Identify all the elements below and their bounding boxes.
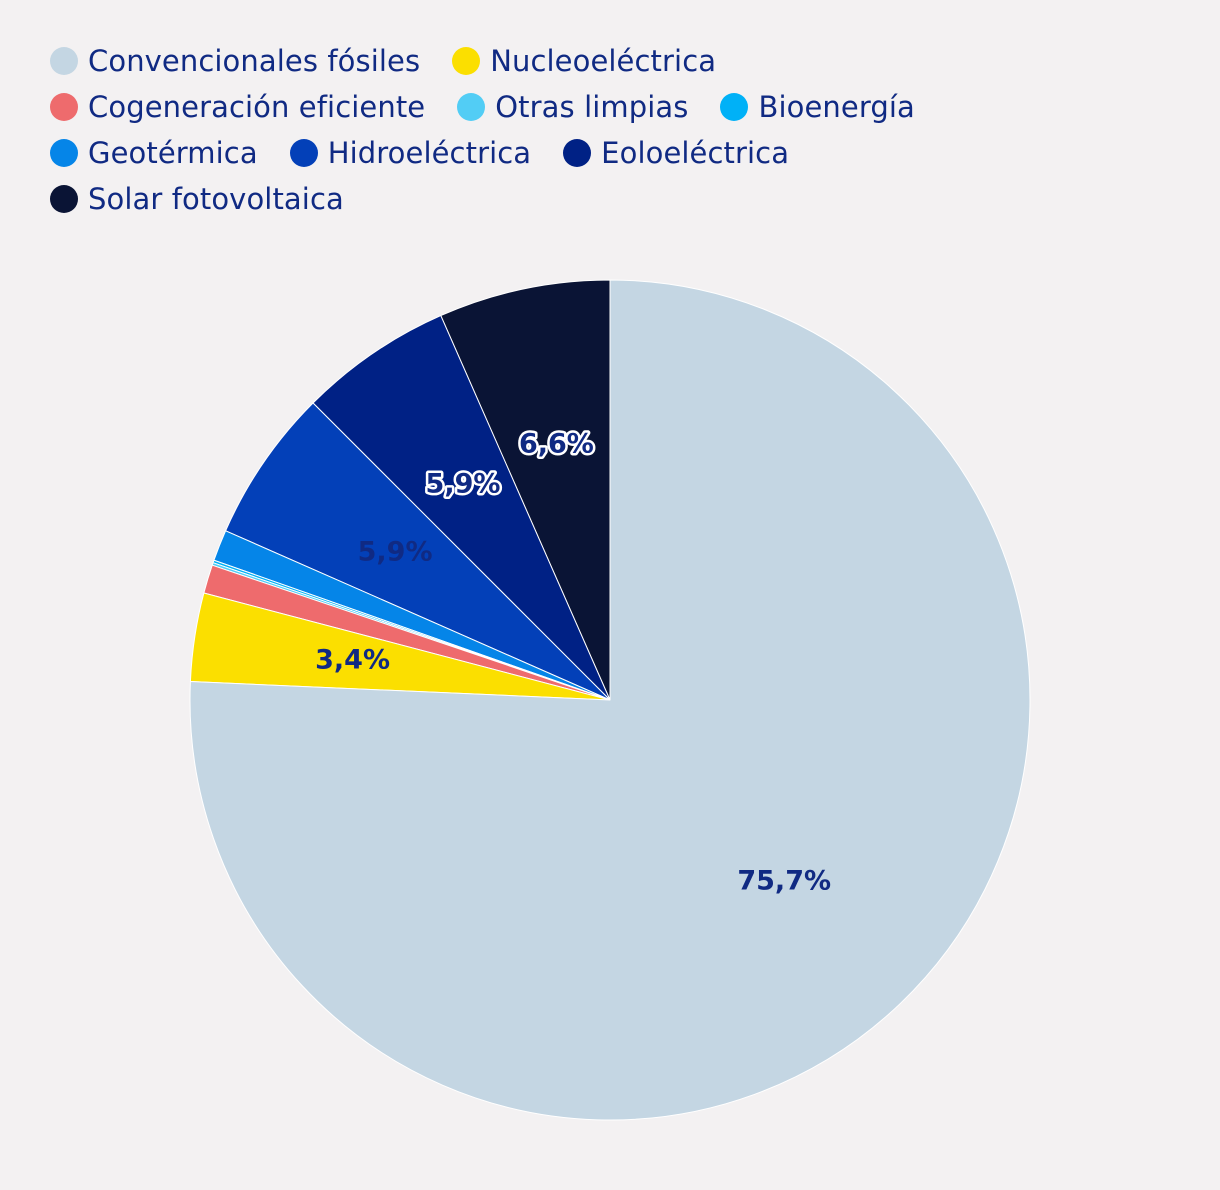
legend-label: Solar fotovoltaica (88, 182, 344, 216)
legend-row: Solar fotovoltaica (50, 176, 1050, 222)
legend-label: Eoloeléctrica (601, 136, 790, 170)
legend-swatch (50, 47, 78, 75)
slice-value-label: 75,7% (737, 866, 831, 897)
pie-slices (189, 279, 1031, 1121)
legend-swatch (50, 185, 78, 213)
pie-labels: 6,6% 5,9% 5,9% 3,4% 75,7% (315, 426, 831, 897)
legend-item: Cogeneración eficiente (50, 90, 425, 124)
legend-swatch (452, 47, 481, 75)
pie-slice (312, 315, 611, 701)
legend-label: Geotérmica (88, 136, 258, 170)
legend-swatch (563, 139, 592, 167)
legend-label: Bioenergía (758, 90, 915, 124)
legend-item: Otras limpias (457, 90, 688, 124)
legend-swatch (50, 139, 78, 167)
slice-value-label: 5,9% (358, 537, 433, 568)
pie-slice (189, 279, 1031, 1121)
legend-item: Eoloeléctrica (563, 136, 789, 170)
legend-item: Solar fotovoltaica (50, 182, 344, 216)
legend-swatch (50, 93, 78, 121)
legend-label: Nucleoeléctrica (490, 44, 717, 78)
legend-item: Convencionales fósiles (50, 44, 420, 78)
legend-row: Cogeneración eficiente Otras limpias Bioen… (50, 84, 1050, 130)
legend-item: Geotérmica (50, 136, 258, 170)
legend-label: Convencionales fósiles (88, 44, 421, 78)
pie-slice (440, 279, 611, 701)
legend-label: Otras limpias (495, 90, 689, 124)
slice-value-label: 6,6% (519, 429, 594, 460)
legend-label: Hidroeléctrica (327, 136, 532, 170)
legend-item: Hidroeléctrica (289, 136, 532, 170)
legend-item: Nucleoeléctrica (452, 44, 716, 78)
legend-item: Bioenergía (720, 90, 915, 124)
legend-swatch (289, 139, 318, 167)
slice-value-label: 3,4% (315, 644, 390, 675)
slice-value-label: 5,9% (426, 469, 501, 500)
legend-row: Geotérmica Hidroeléctrica Eoloeléctrica (50, 130, 1050, 176)
pie-slice (225, 402, 611, 701)
chart-legend: Convencionales fósiles Nucleoeléctrica Cog… (50, 38, 1050, 222)
legend-row: Convencionales fósiles Nucleoeléctrica (50, 38, 1050, 84)
legend-swatch (720, 93, 749, 121)
legend-label: Cogeneración eficiente (88, 90, 426, 124)
legend-swatch (457, 93, 486, 121)
